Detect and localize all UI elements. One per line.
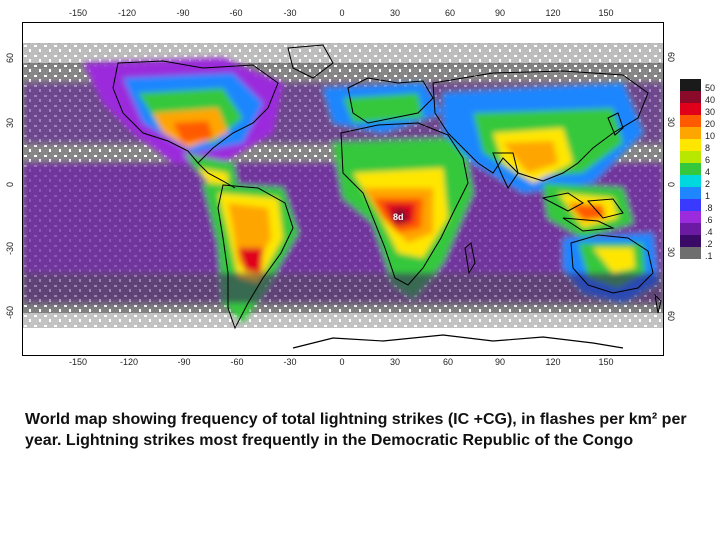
frequency-field [23,58,663,323]
bottom-lon-tick: 30 [389,357,401,367]
legend-swatch [680,235,701,247]
legend-label: .1 [705,251,713,261]
legend-label: .8 [705,203,713,213]
left-lat-tick: 0 [5,182,15,188]
legend-label: .6 [705,215,713,225]
legend-swatch [680,199,701,211]
left-lat-tick: -60 [5,306,15,320]
legend-swatch [680,163,701,175]
top-lon-tick: -120 [117,8,137,18]
top-lon-tick: -90 [176,8,190,18]
legend-swatch [680,139,701,151]
bottom-lon-tick: -150 [68,357,88,367]
right-lat-tick: 0 [666,182,676,188]
left-lat-tick: 60 [5,53,15,64]
legend-swatch [680,211,701,223]
legend-label: 2 [705,179,711,189]
antarctica-coastline [292,334,624,349]
right-lat-tick: 30 [666,117,676,128]
legend-label: 30 [705,107,716,117]
legend-swatch [680,187,701,199]
top-lon-tick: 30 [389,8,401,18]
right-lat-tick: 60 [666,52,676,63]
bottom-lon-tick: 90 [494,357,506,367]
legend-swatch [680,223,701,235]
legend-swatch [680,115,701,127]
bottom-lon-tick: -120 [119,357,139,367]
legend-swatch [680,127,701,139]
top-lon-tick: -30 [283,8,297,18]
legend-label: 1 [705,191,711,201]
figure-caption: World map showing frequency of total lig… [25,411,687,449]
bottom-lon-tick: -30 [283,357,297,367]
legend-swatch [680,151,701,163]
bottom-lon-tick: -60 [230,357,244,367]
legend-label: 10 [705,131,716,141]
top-lon-tick: 150 [598,8,614,18]
right-lat-tick: 60 [666,311,676,322]
map-graphic: 8d [23,43,663,349]
bottom-lon-tick: 120 [545,357,561,367]
legend-swatch [680,175,701,187]
bottom-lon-tick: 0 [339,357,345,367]
top-lon-tick: 60 [444,8,456,18]
legend-swatch [680,79,701,91]
legend-label: 20 [705,119,716,129]
left-lat-tick: -30 [5,242,15,256]
top-lon-tick: 120 [545,8,561,18]
legend-swatch [680,103,701,115]
coastlines [112,44,662,330]
right-lat-tick: 30 [666,247,676,258]
left-lat-tick: 30 [5,118,15,129]
legend-label: 6 [705,155,711,165]
legend-swatch [680,247,701,259]
lightning-map: 8d [22,22,664,356]
top-lon-tick: -60 [229,8,243,18]
legend-label: 40 [705,95,716,105]
top-lon-tick: 90 [494,8,506,18]
legend-label: 50 [705,83,716,93]
bottom-lon-tick: -90 [177,357,191,367]
congo-hotspot-label: 8d [393,212,404,222]
legend-label: .2 [705,239,713,249]
top-lon-tick: 0 [339,8,345,18]
bottom-lon-tick: 60 [442,357,454,367]
legend-swatch [680,91,701,103]
bottom-lon-tick: 150 [598,357,614,367]
legend-label: 8 [705,143,711,153]
legend-label: .4 [705,227,713,237]
top-lon-tick: -150 [68,8,88,18]
legend-label: 4 [705,167,711,177]
